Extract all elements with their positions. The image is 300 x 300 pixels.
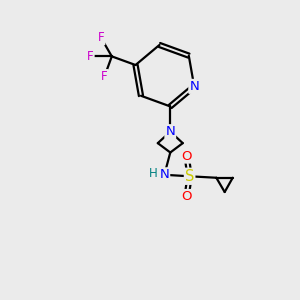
Text: N: N: [165, 125, 175, 138]
Text: N: N: [189, 80, 199, 93]
Text: O: O: [182, 190, 192, 203]
Text: N: N: [160, 168, 169, 181]
Text: F: F: [98, 31, 104, 44]
Text: F: F: [101, 70, 108, 83]
Text: O: O: [182, 150, 192, 163]
Text: S: S: [185, 169, 194, 184]
Text: H: H: [149, 167, 158, 180]
Text: F: F: [87, 50, 94, 63]
